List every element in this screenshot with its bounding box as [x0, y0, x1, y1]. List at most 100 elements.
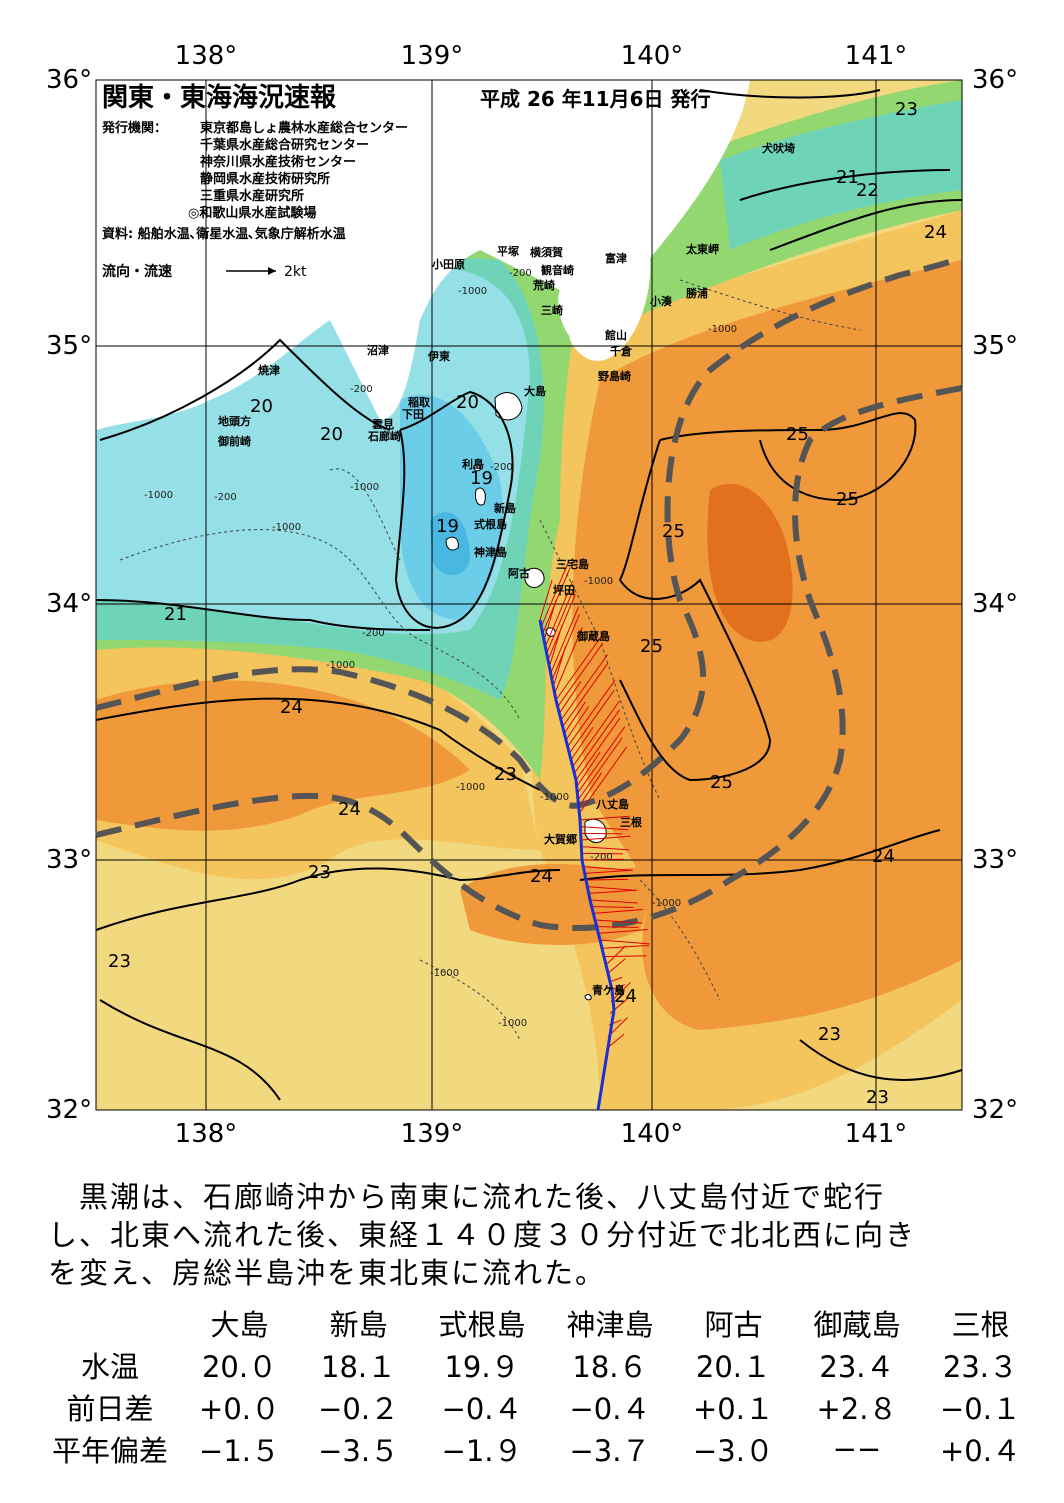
isotherm-label: 23 — [818, 1024, 841, 1045]
isotherm-label: 19 — [436, 516, 459, 537]
lat-tick-right-32: 32° — [972, 1095, 1018, 1125]
toshima-island — [473, 463, 481, 472]
place-mitsune: 三根 — [620, 815, 643, 829]
table-cell: 23.３ — [942, 1350, 1019, 1384]
depth-label: -1000 — [272, 522, 301, 533]
current-vector — [578, 746, 628, 814]
current-vector — [567, 680, 616, 747]
place-hachijojima: 八丈島 — [595, 797, 629, 811]
lat-tick-left-34: 34° — [46, 589, 92, 619]
place-labels: 犬吠埼 太東岬 勝浦 小湊 富津 横須賀 観音崎 平塚 小田原 荒崎 三崎 館山… — [217, 141, 795, 997]
publisher-6: ◎和歌山県水産試験場 — [188, 205, 316, 221]
graticule — [95, 79, 963, 1111]
zone-21-ne — [720, 100, 962, 250]
place-shikinejima: 式根島 — [474, 517, 507, 531]
description-line-3: を変え、房総半島沖を東北東に流れた。 — [48, 1256, 607, 1290]
column-header: 大島 — [210, 1308, 269, 1342]
current-vector — [611, 984, 625, 991]
table-cell: −3.０ — [692, 1434, 774, 1468]
depth-label: -200 — [590, 852, 613, 863]
current-vector — [603, 955, 647, 958]
current-vector — [581, 858, 624, 861]
current-vector — [576, 751, 601, 787]
place-ako: 阿古 — [508, 566, 530, 580]
row-header-day-diff: 前日差 — [66, 1392, 154, 1426]
map-header: 関東・東海海況速報 平成 26 年11月6日 発行 発行機関： 東京都島しょ農林… — [101, 83, 710, 280]
current-vector — [575, 717, 621, 781]
place-irozaki: 石廊崎 — [367, 429, 401, 443]
lat-tick-right-33: 33° — [972, 845, 1018, 875]
table-cell: +0.４ — [939, 1434, 1021, 1468]
zone-19 — [400, 394, 503, 620]
lon-tick-top-141: 141° — [845, 41, 908, 71]
ship-track — [538, 619, 616, 1111]
isotherm-label: 25 — [640, 636, 663, 657]
current-vector — [562, 662, 609, 727]
isotherm-label: 22 — [856, 180, 879, 201]
table-cell: −0.４ — [569, 1392, 651, 1426]
isotherm-label: 23 — [866, 1087, 889, 1108]
table-cell: −0.４ — [441, 1392, 523, 1426]
table-header-row: 大島 新島 式根島 神津島 阿古 御蔵島 三根 — [40, 1302, 1040, 1344]
place-aogashima: 青ケ島 — [592, 983, 625, 997]
lon-tick-top-140: 140° — [621, 41, 684, 71]
sea-temperature-map: 138° 139° 140° 141° 138° 139° 140° 141° … — [46, 41, 1018, 1149]
place-kozushima: 神津島 — [474, 545, 507, 559]
table-cell: −1.５ — [199, 1434, 280, 1468]
current-vector — [573, 709, 620, 774]
column-header: 神津島 — [566, 1308, 654, 1342]
column-header: 阿古 — [704, 1308, 763, 1342]
current-vector — [570, 726, 594, 761]
table-cell: −1.９ — [441, 1434, 523, 1468]
current-vector — [579, 815, 630, 821]
current-vectors — [539, 560, 650, 1049]
description-text: 黒潮は、石廊崎沖から南東に流れた後、八丈島付近で蛇行 し、北東へ流れた後、東経１… — [48, 1178, 1038, 1292]
depth-label: -1000 — [584, 576, 613, 587]
depth-value-labels: -200 -1000 -200 -1000 -200 -1000 -200 -1… — [144, 268, 737, 1029]
table-cell: 20.１ — [695, 1350, 772, 1384]
place-numazu: 沼津 — [367, 343, 389, 357]
current-vector — [578, 772, 603, 807]
zone-25-east — [572, 260, 962, 1030]
column-header: 御蔵島 — [813, 1308, 901, 1342]
hachijojima-island — [584, 818, 607, 843]
isotherm-label: 25 — [710, 772, 733, 793]
isotherm-label: 24 — [338, 799, 361, 820]
current-vector — [585, 878, 628, 881]
current-vector — [591, 906, 634, 908]
place-jitogata: 地頭方 — [218, 414, 251, 428]
table-cell: −− — [832, 1432, 882, 1466]
place-yaizu: 焼津 — [258, 363, 280, 377]
place-tateyama: 館山 — [604, 328, 627, 342]
depth-label: -200 — [350, 384, 373, 395]
current-vector — [593, 909, 643, 914]
isotherm-label: 24 — [872, 846, 895, 867]
table-cell: 23.４ — [819, 1350, 895, 1384]
depth-label: -1000 — [652, 898, 681, 909]
depth-label: -1000 — [350, 482, 379, 493]
current-vector — [577, 737, 623, 801]
isotherm-label: 23 — [308, 862, 331, 883]
current-vector — [584, 869, 633, 874]
place-shimoda: 下田 — [402, 408, 424, 421]
lat-tick-left-36: 36° — [46, 65, 92, 95]
isotherm-label: 25 — [786, 424, 809, 445]
kuroshio-axis — [95, 255, 963, 931]
current-vector — [560, 654, 609, 721]
publisher-label: 発行機関： — [101, 120, 167, 136]
current-vector — [583, 866, 633, 871]
depth-label: -1000 — [144, 490, 173, 501]
current-vector — [539, 579, 553, 621]
current-vector — [589, 899, 638, 904]
current-vector — [565, 706, 590, 741]
current-vector — [550, 606, 579, 674]
map-title: 関東・東海海況速報 — [102, 83, 337, 113]
current-vector — [587, 886, 637, 891]
current-vector — [555, 633, 604, 701]
place-niijima: 新島 — [494, 501, 516, 515]
current-vector — [548, 625, 563, 667]
current-vector — [544, 580, 574, 647]
place-yokosuka: 横須賀 — [530, 245, 563, 259]
isotherm-label: 19 — [470, 468, 493, 489]
place-mera: 雲見 — [372, 418, 394, 431]
